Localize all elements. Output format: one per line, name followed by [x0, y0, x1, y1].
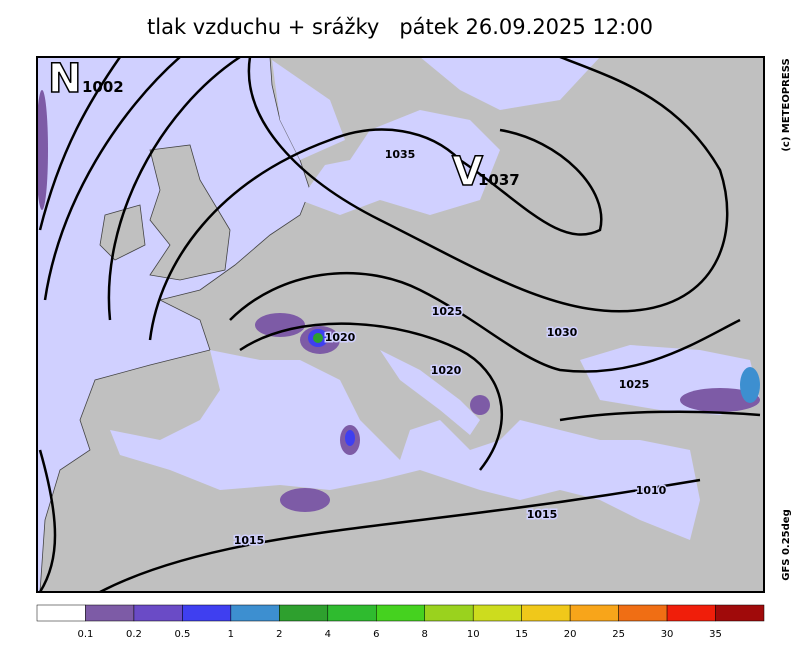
legend-swatch — [230, 604, 280, 622]
legend-swatch — [376, 604, 425, 622]
isobar-label: 1020 — [325, 331, 356, 344]
isobar-label: 1015 — [234, 534, 265, 547]
legend-label: 25 — [612, 629, 625, 640]
legend-label: 2 — [276, 629, 282, 640]
legend-label: 0.5 — [174, 629, 190, 640]
center-value: 1037 — [478, 171, 520, 189]
credit: GFS 0.25deg — [781, 509, 792, 581]
isobar-label: 1010 — [636, 484, 667, 497]
center-value: 1002 — [82, 78, 124, 96]
legend: 0.1 0.2 0.5 1 2 4 6 8 10 15 20 25 30 35 — [36, 604, 765, 640]
legend-label: 6 — [373, 629, 379, 640]
credit: (c) METEOPRESS — [781, 58, 792, 151]
legend-swatch — [279, 604, 329, 622]
legend-label: 8 — [422, 629, 428, 640]
legend-label: 30 — [661, 629, 674, 640]
legend-swatch — [715, 604, 765, 622]
legend-swatch — [472, 604, 522, 622]
center-letter: V — [452, 149, 483, 195]
legend-swatch — [182, 604, 232, 622]
legend-label: 1 — [228, 629, 234, 640]
isobar-label: 1020 — [431, 364, 462, 377]
legend-swatch — [424, 604, 474, 622]
legend-swatch — [618, 604, 668, 622]
isobar-label: 1015 — [527, 508, 558, 521]
legend-swatch — [36, 604, 86, 622]
legend-swatch — [569, 604, 619, 622]
legend-swatch — [521, 604, 571, 622]
legend-swatch — [327, 604, 377, 622]
isobar-label: 1030 — [547, 326, 578, 339]
legend-swatch — [666, 604, 716, 622]
legend-label: 4 — [325, 629, 331, 640]
title: tlak vzduchu + srážky pátek 26.09.2025 1… — [147, 15, 653, 39]
map: N 1002 V 1037 1035 1025 1030 1020 1020 1… — [36, 55, 765, 593]
isobar-label: 1025 — [432, 305, 463, 318]
legend-label: 20 — [564, 629, 577, 640]
isobar-label: 1025 — [619, 378, 650, 391]
legend-swatch — [133, 604, 183, 622]
legend-label: 0.1 — [78, 629, 94, 640]
isobar-label: 1035 — [385, 148, 416, 161]
legend-swatch — [85, 604, 135, 622]
center-letter: N — [48, 56, 81, 102]
legend-label: 35 — [709, 629, 722, 640]
legend-label: 15 — [515, 629, 528, 640]
legend-label: 10 — [467, 629, 480, 640]
legend-label: 0.2 — [126, 629, 142, 640]
